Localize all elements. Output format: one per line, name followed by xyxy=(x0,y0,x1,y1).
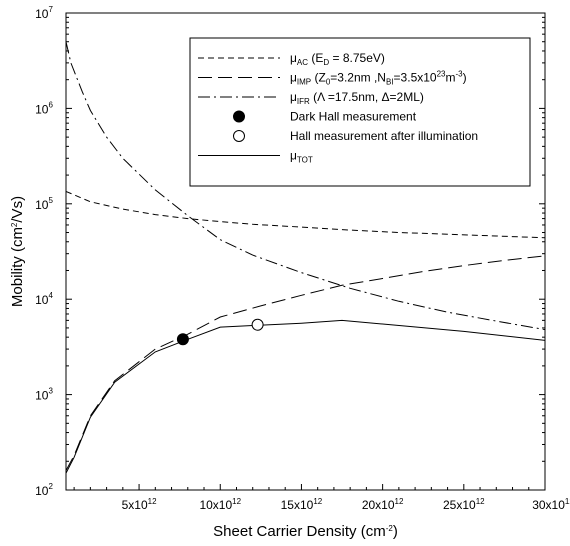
series-line-imp xyxy=(66,255,545,471)
plot-border xyxy=(65,12,546,491)
legend-box xyxy=(189,37,531,187)
legend-swatch-light xyxy=(233,130,245,142)
y-tick-label: 102 xyxy=(35,482,53,498)
y-tick-label: 107 xyxy=(35,5,53,21)
series-layer xyxy=(66,41,545,474)
y-tick-label: 103 xyxy=(35,387,53,403)
legend-label-ac: μAC (ED = 8.75eV) xyxy=(290,51,385,67)
x-tick-label: 15x1012 xyxy=(281,497,323,512)
x-tick-label: 30x1012 xyxy=(532,497,570,512)
x-tick-label: 10x1012 xyxy=(199,497,241,512)
legend-swatch-dark xyxy=(233,110,245,123)
series-line-ifr xyxy=(66,41,545,331)
series-line-ac xyxy=(66,190,545,239)
legend-label-light: Hall measurement after illumination xyxy=(290,129,478,143)
legend-label-ifr: μIFR (Λ =17.5nm, Δ=2ML) xyxy=(290,90,424,106)
legend-label-tot: μTOT xyxy=(290,149,313,165)
x-axis: 5x1012 10x1012 15x1012 20x1012 25x1012 30x101… xyxy=(73,484,570,512)
marker-light xyxy=(251,318,264,331)
y-axis-label: Mobility (cm2/Vs) xyxy=(9,196,26,307)
x-axis-label: Sheet Carrier Density (cm-2) xyxy=(213,523,398,540)
x-tick-label: 20x1012 xyxy=(362,497,404,512)
legend-item-imp: μIMP (Z0=3.2nm ,NBI=3.5x1023m-3) xyxy=(198,70,467,87)
y-tick-label: 104 xyxy=(35,291,53,307)
series-line-tot xyxy=(66,319,545,474)
legend-item-ifr: μIFR (Λ =17.5nm, Δ=2ML) xyxy=(198,90,424,106)
legend-label-imp: μIMP (Z0=3.2nm ,NBI=3.5x1023m-3) xyxy=(290,70,467,87)
legend-item-dark: Dark Hall measurement xyxy=(233,110,417,124)
y-tick-label: 105 xyxy=(35,196,53,212)
x-tick-label: 5x1012 xyxy=(122,497,157,512)
legend-item-tot: μTOT xyxy=(198,149,313,165)
legend-label-dark: Dark Hall measurement xyxy=(290,110,417,124)
marker-dark xyxy=(176,333,189,346)
y-axis: 102 103 104 105 106 107 xyxy=(35,5,545,498)
legend-item-ac: μAC (ED = 8.75eV) xyxy=(198,51,385,67)
x-tick-label: 25x1012 xyxy=(443,497,485,512)
y-tick-label: 106 xyxy=(35,100,53,116)
legend: μAC (ED = 8.75eV) μIMP (Z0=3.2nm ,NBI=3.5… xyxy=(189,37,531,187)
legend-item-light: Hall measurement after illumination xyxy=(233,129,478,143)
plot-frame xyxy=(65,12,546,491)
